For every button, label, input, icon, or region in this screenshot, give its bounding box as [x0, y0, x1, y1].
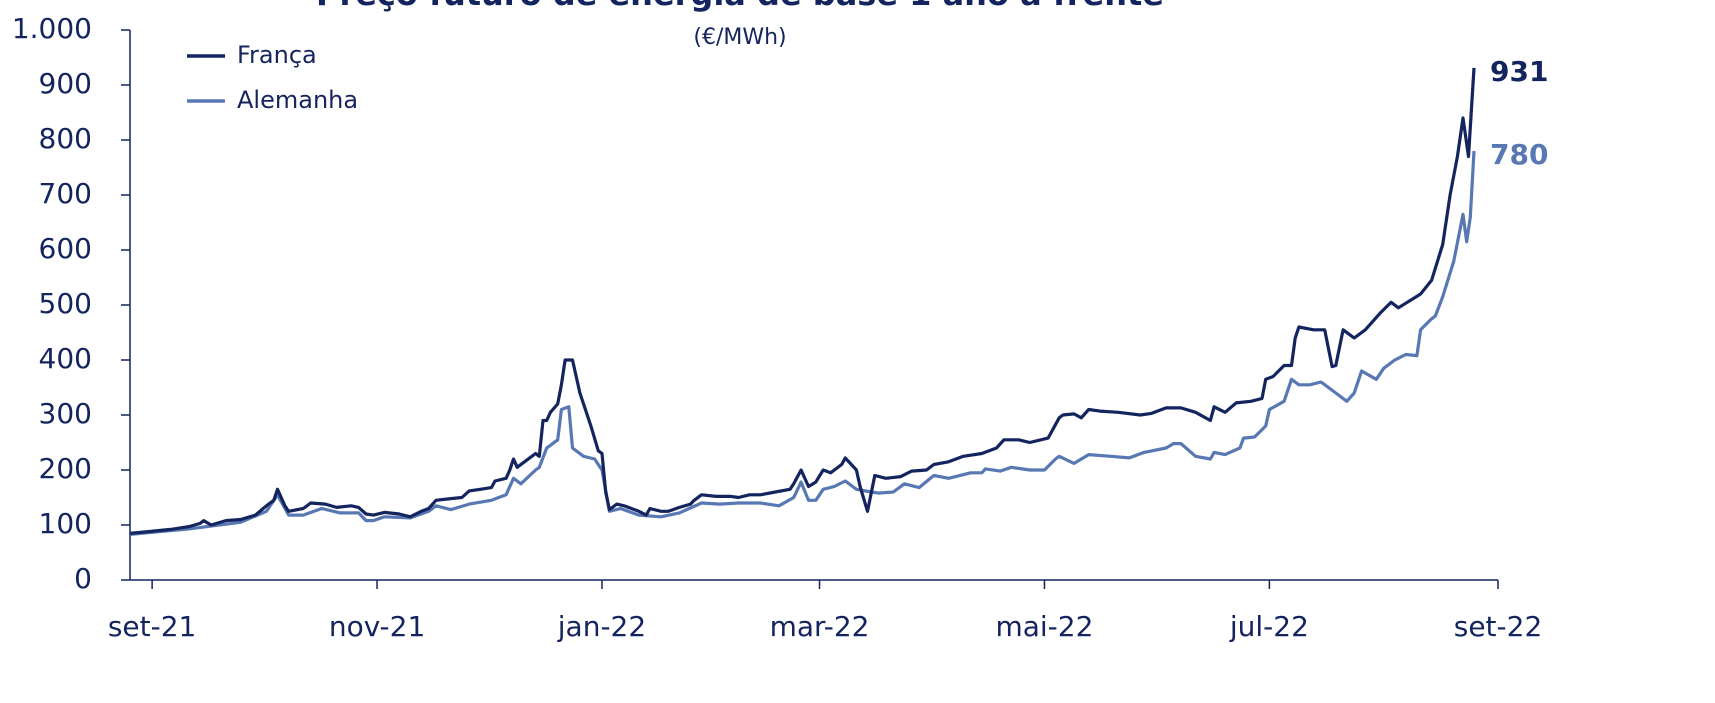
y-tick-label: 1.000	[12, 12, 92, 45]
y-tick-label: 0	[74, 562, 92, 595]
x-tick-label: nov-21	[329, 610, 425, 643]
y-tick-label: 900	[39, 67, 92, 100]
x-tick-label: mar-22	[770, 610, 870, 643]
x-tick-label: set-21	[108, 610, 197, 643]
x-tick-label: jul-22	[1229, 610, 1309, 643]
y-tick-label: 500	[39, 287, 92, 320]
y-tick-label: 600	[39, 232, 92, 265]
y-tick-label: 200	[39, 452, 92, 485]
y-tick-label: 300	[39, 397, 92, 430]
legend-label: Alemanha	[237, 86, 358, 114]
y-tick-label: 800	[39, 122, 92, 155]
chart-title: Preço futuro de energia de base 1 ano à …	[316, 0, 1164, 13]
x-tick-label: mai-22	[995, 610, 1093, 643]
x-tick-label: jan-22	[557, 610, 646, 643]
series-line	[129, 150, 1476, 536]
end-value-label: 931	[1490, 55, 1548, 88]
x-tick-label: set-22	[1454, 610, 1543, 643]
y-tick-label: 700	[39, 177, 92, 210]
y-tick-label: 400	[39, 342, 92, 375]
chart-subtitle: (€/MWh)	[693, 25, 786, 50]
y-tick-label: 100	[39, 507, 92, 540]
series-line	[129, 67, 1476, 535]
end-value-label: 780	[1490, 138, 1548, 171]
legend-label: França	[237, 41, 317, 69]
